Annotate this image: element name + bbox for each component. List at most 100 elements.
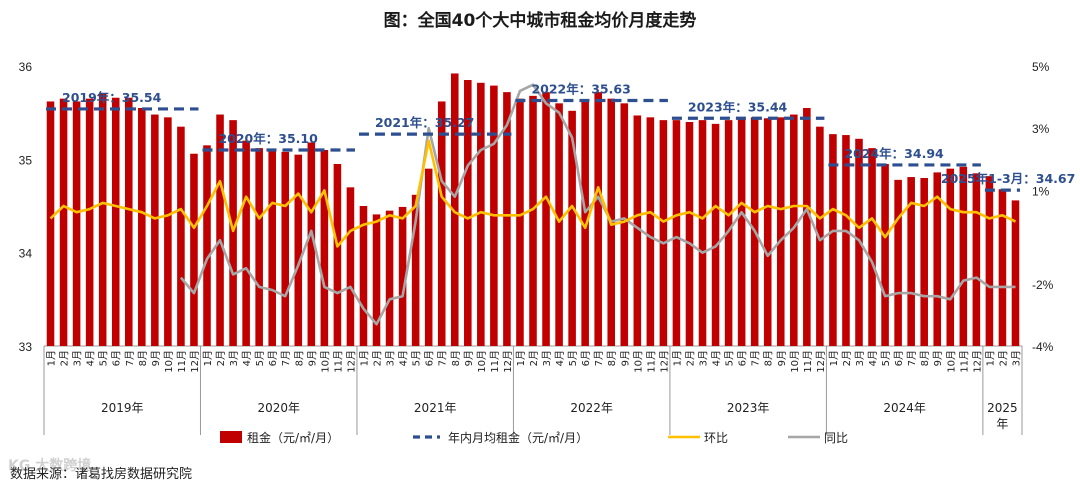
rent-bar	[529, 95, 537, 346]
rent-bar	[672, 120, 681, 346]
rent-bar	[333, 164, 342, 346]
rent-bar	[307, 142, 316, 346]
month-tick-label: 2月	[684, 350, 696, 366]
rent-bar	[907, 177, 915, 346]
rent-bar	[268, 150, 276, 346]
month-tick-label: 4月	[85, 350, 97, 366]
rent-bar	[816, 126, 824, 347]
month-tick-label: 2月	[372, 350, 384, 366]
rent-bar	[385, 210, 394, 346]
rent-bar	[594, 92, 602, 346]
rent-bar	[776, 117, 785, 346]
chart-title: 图：全国40个大中城市租金均价月度走势	[383, 11, 697, 31]
yearly-average-label: 2025年1-3月：34.67	[941, 171, 1075, 186]
x-axis-group: 1月 2月 3月 4月 5月 6月 7月 8月 9月 10月 11月 12月 1月 2月 3月 4月 5月 6月 7…	[43, 346, 1023, 435]
rent-bar	[203, 145, 211, 346]
rent-bar	[320, 150, 329, 346]
yearly-average-label: 2023年：35.44	[688, 99, 788, 114]
rent-bar	[946, 168, 955, 346]
left-axis-tick-label: 36	[19, 60, 33, 74]
rent-bar	[216, 114, 224, 347]
month-tick-label: 8月	[293, 350, 305, 366]
rent-bar	[803, 108, 811, 346]
month-tick-label: 12月	[502, 350, 514, 373]
month-tick-label: 10月	[789, 350, 801, 373]
right-axis-tick-label: 5%	[1032, 60, 1050, 74]
month-tick-label: 1月	[202, 350, 214, 366]
left-axis-tick-label: 33	[19, 340, 33, 354]
month-tick-label: 11月	[958, 350, 970, 373]
month-tick-label: 11月	[176, 350, 188, 373]
rent-bar	[255, 148, 263, 346]
month-tick-label: 8月	[137, 350, 149, 366]
yearly-average-label: 2020年：35.10	[218, 131, 318, 146]
rent-bar	[724, 120, 733, 346]
legend-label-mom: 环比	[704, 431, 728, 445]
month-tick-label: 1月	[515, 350, 527, 366]
month-tick-label: 1月	[46, 350, 58, 366]
rent-bar	[646, 117, 655, 346]
rent-bar	[685, 122, 694, 346]
watermark-logo: KG 大数跨境	[8, 458, 92, 474]
legend-label-rent: 租金（元/㎡/月）	[247, 430, 339, 445]
rent-bar	[633, 115, 642, 346]
month-tick-label: 5月	[880, 350, 892, 366]
month-tick-label: 1月	[984, 350, 996, 366]
month-tick-label: 7月	[750, 350, 762, 366]
bar-series-rent	[46, 73, 1020, 347]
month-tick-label: 9月	[463, 350, 475, 366]
yearly-average-label: 2021年：35.27	[375, 115, 474, 130]
rent-bar	[346, 187, 355, 346]
month-tick-label: 1月	[358, 350, 370, 366]
rent-bar	[790, 114, 798, 347]
yearly-average-label: 2024年：34.94	[844, 146, 944, 161]
right-axis-tick-label: 1%	[1032, 184, 1050, 198]
month-tick-label: 12月	[345, 350, 357, 373]
month-tick-label: 3月	[541, 350, 553, 366]
month-tick-label: 5月	[411, 350, 423, 366]
month-tick-label: 8月	[606, 350, 618, 366]
yearly-average-label: 2019年：35.54	[62, 90, 162, 105]
rent-bar	[555, 103, 563, 346]
yearly-average-label: 2022年：35.63	[531, 82, 630, 97]
month-tick-label: 9月	[776, 350, 788, 366]
month-tick-label: 8月	[919, 350, 931, 366]
rent-bar	[411, 194, 420, 346]
month-tick-label: 4月	[867, 350, 879, 366]
rent-bar	[933, 172, 942, 346]
year-group-label: 2025	[987, 401, 1018, 415]
month-tick-label: 3月	[698, 350, 710, 366]
legend-swatch-rent	[220, 431, 242, 443]
rent-bar	[190, 153, 198, 346]
rent-bar	[763, 118, 772, 347]
mom-line	[49, 139, 1017, 248]
month-tick-label: 3月	[228, 350, 240, 366]
rent-bar	[359, 206, 368, 346]
yoy-line	[179, 83, 1016, 326]
month-tick-label: 6月	[111, 350, 123, 366]
rent-bar	[151, 114, 159, 347]
rent-bar	[437, 101, 446, 346]
rent-bar	[111, 97, 120, 346]
month-tick-label: 9月	[306, 350, 318, 366]
month-tick-label: 5月	[254, 350, 266, 366]
rent-bar	[294, 154, 303, 346]
month-tick-label: 11月	[645, 350, 657, 373]
month-tick-label: 3月	[854, 350, 866, 366]
month-tick-label: 9月	[150, 350, 162, 366]
rent-bar	[829, 134, 837, 346]
left-axis-tick-label: 35	[19, 153, 33, 167]
rent-bar	[281, 151, 290, 346]
legend: 租金（元/㎡/月） 年内月均租金（元/㎡/月） 环比 同比	[220, 430, 848, 445]
month-tick-label: 4月	[711, 350, 723, 366]
month-tick-label: 6月	[580, 350, 592, 366]
month-tick-label: 5月	[724, 350, 736, 366]
left-axis-tick-label: 34	[19, 247, 33, 261]
rent-bar	[503, 92, 511, 346]
rent-bar	[568, 110, 576, 346]
year-group-label: 2021年	[414, 401, 457, 415]
rent-bar	[138, 108, 146, 346]
month-tick-label: 10月	[945, 350, 957, 373]
month-tick-label: 7月	[593, 350, 605, 366]
